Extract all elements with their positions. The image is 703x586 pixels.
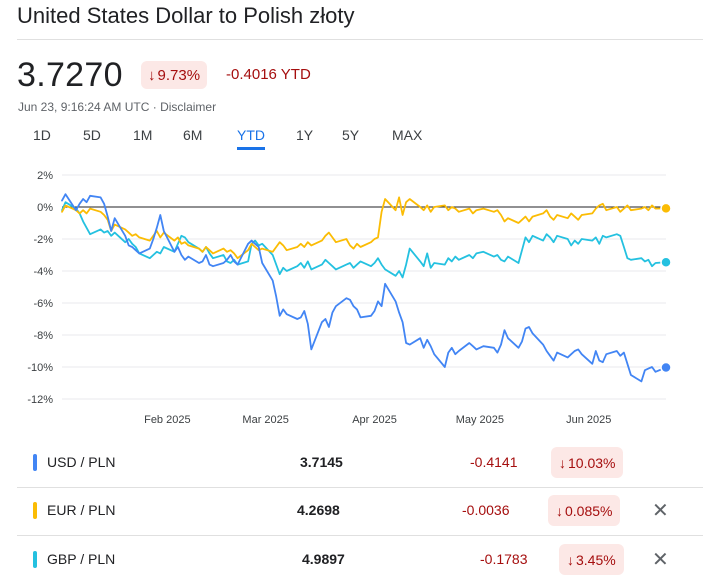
arrow-down-icon: ↓ bbox=[556, 502, 563, 519]
series-line-eur-pln bbox=[61, 196, 667, 260]
pair-change-absolute: -0.0036 bbox=[462, 502, 510, 518]
chart-series bbox=[61, 193, 667, 383]
y-tick-label: -6% bbox=[33, 298, 53, 310]
y-tick-label: -12% bbox=[27, 394, 53, 406]
pair-change-percent-badge: ↓ 10.03% bbox=[551, 447, 624, 478]
legend-row-eur-pln[interactable]: EUR / PLN 4.2698 -0.0036 ↓ 0.085% ✕ bbox=[17, 488, 703, 534]
pair-value: 4.2698 bbox=[297, 502, 340, 518]
series-line-gbp-pln bbox=[61, 201, 667, 279]
range-tab-1m[interactable]: 1M bbox=[133, 127, 153, 143]
pair-value: 3.7145 bbox=[300, 454, 343, 470]
series-endpoint-marker bbox=[660, 361, 672, 374]
arrow-down-icon: ↓ bbox=[148, 66, 156, 84]
page-title: United States Dollar to Polish złoty bbox=[17, 3, 355, 28]
title-divider bbox=[17, 39, 703, 40]
pair-change-absolute: -0.4141 bbox=[470, 454, 518, 470]
comparison-line-chart[interactable]: 2% 0% -2% -4% -6% -8% -10% -12% Feb 2025 Mar 202… bbox=[0, 160, 703, 430]
legend-divider bbox=[17, 535, 703, 536]
range-tab-5d[interactable]: 5D bbox=[83, 127, 101, 143]
arrow-down-icon: ↓ bbox=[559, 454, 566, 471]
x-tick-label: Mar 2025 bbox=[242, 414, 288, 426]
pair-label: USD / PLN bbox=[47, 454, 116, 470]
series-endpoint-marker bbox=[660, 202, 672, 215]
y-tick-label: -10% bbox=[27, 362, 53, 374]
series-color-swatch bbox=[33, 454, 37, 471]
series-endpoint-marker bbox=[660, 256, 672, 268]
x-tick-label: Apr 2025 bbox=[352, 414, 397, 426]
x-tick-label: Jun 2025 bbox=[566, 414, 611, 426]
close-icon[interactable]: ✕ bbox=[652, 549, 669, 571]
pair-label: EUR / PLN bbox=[47, 502, 116, 518]
chart-grid bbox=[62, 174, 666, 400]
pair-change-percent: 0.085% bbox=[565, 502, 613, 519]
y-axis-ticks: 2% 0% -2% -4% -6% -8% -10% -12% bbox=[27, 170, 53, 406]
pair-value: 4.9897 bbox=[302, 551, 345, 567]
timestamp-line: Jun 23, 9:16:24 AM UTC · Disclaimer bbox=[18, 100, 216, 114]
range-tab-1y[interactable]: 1Y bbox=[296, 127, 314, 143]
range-selector: 1D 5D 1M 6M YTD 1Y 5Y MAX bbox=[0, 127, 460, 153]
series-line-usd-pln bbox=[61, 193, 667, 383]
change-percent-badge: ↓ 9.73% bbox=[141, 61, 208, 89]
pair-change-percent: 10.03% bbox=[568, 454, 616, 471]
series-color-swatch bbox=[33, 502, 37, 519]
pair-change-percent-badge: ↓ 3.45% bbox=[559, 544, 624, 575]
legend-row-gbp-pln[interactable]: GBP / PLN 4.9897 -0.1783 ↓ 3.45% ✕ bbox=[17, 537, 703, 583]
y-tick-label: 0% bbox=[37, 202, 53, 214]
pair-change-percent-badge: ↓ 0.085% bbox=[548, 495, 621, 526]
arrow-down-icon: ↓ bbox=[567, 551, 574, 568]
range-tab-max[interactable]: MAX bbox=[392, 127, 423, 143]
pair-change-absolute: -0.1783 bbox=[480, 551, 528, 567]
y-tick-label: 2% bbox=[37, 170, 53, 182]
timestamp: Jun 23, 9:16:24 AM UTC · bbox=[18, 100, 161, 114]
current-price: 3.7270 bbox=[17, 56, 123, 94]
range-tab-1d[interactable]: 1D bbox=[33, 127, 51, 143]
pair-label: GBP / PLN bbox=[47, 551, 116, 567]
y-tick-label: -2% bbox=[33, 234, 53, 246]
x-tick-label: May 2025 bbox=[456, 414, 504, 426]
y-tick-label: -4% bbox=[33, 266, 53, 278]
change-percent-value: 9.73% bbox=[157, 66, 201, 84]
series-color-swatch bbox=[33, 551, 37, 568]
x-tick-label: Feb 2025 bbox=[144, 414, 190, 426]
y-tick-label: -8% bbox=[33, 330, 53, 342]
range-tab-6m[interactable]: 6M bbox=[183, 127, 203, 143]
legend-divider bbox=[17, 487, 703, 488]
pair-change-percent: 3.45% bbox=[576, 551, 616, 568]
range-tab-ytd[interactable]: YTD bbox=[237, 127, 265, 150]
close-icon[interactable]: ✕ bbox=[652, 500, 669, 522]
change-absolute: -0.4016 YTD bbox=[226, 66, 311, 83]
legend-row-usd-pln[interactable]: USD / PLN 3.7145 -0.4141 ↓ 10.03% bbox=[17, 440, 703, 486]
chart-endpoints bbox=[660, 202, 672, 374]
disclaimer-link[interactable]: Disclaimer bbox=[160, 100, 217, 114]
range-tab-5y[interactable]: 5Y bbox=[342, 127, 360, 143]
x-axis-ticks: Feb 2025 Mar 2025 Apr 2025 May 2025 Jun 2025 bbox=[144, 414, 611, 426]
